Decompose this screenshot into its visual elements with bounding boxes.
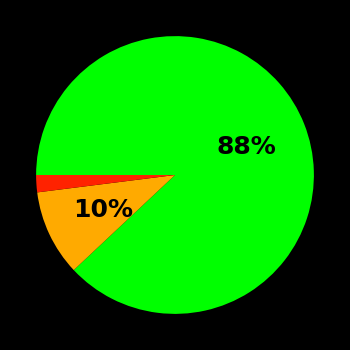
Text: 10%: 10% bbox=[74, 198, 134, 222]
Wedge shape bbox=[37, 175, 175, 270]
Wedge shape bbox=[36, 175, 175, 192]
Wedge shape bbox=[36, 36, 314, 314]
Text: 88%: 88% bbox=[216, 135, 276, 159]
